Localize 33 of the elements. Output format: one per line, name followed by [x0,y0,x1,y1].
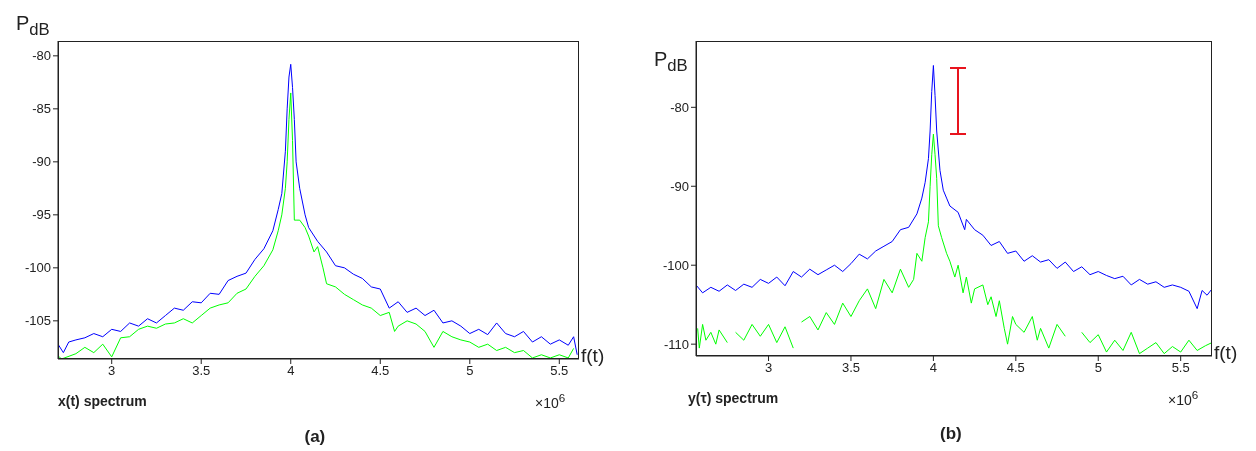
x-tick-label: 3 [764,360,773,376]
x-tick-label: 4.5 [371,363,390,379]
y-tick-label: -105 [24,313,51,329]
x-tick-label: 4 [929,360,938,376]
x-tick-label: 5.5 [1171,360,1190,376]
y-tick-label: -90 [670,178,689,194]
x-tick-label: 5.5 [550,363,569,379]
x-tick-label: 3.5 [192,363,211,379]
text: y(τ) spectrum [688,390,779,406]
y-tick-label: -110 [663,336,689,352]
text: x(t) spectrum [58,393,147,409]
y-tick-label: -95 [32,207,51,223]
x-axis-title: f(t) [581,345,605,367]
x-tick-label: 4.5 [1006,360,1025,376]
y-tick-label: -80 [32,48,51,64]
y-axis-title: P$_{dB}$ [16,12,50,40]
x-tick-label: 3 [108,363,116,379]
line-series [696,64,1212,310]
y-axis-title: P$_{dB}$ [654,48,688,76]
x-tick-label: 5 [1094,360,1102,376]
y-tick-label: -80 [670,99,689,115]
x-axis-title: f(t) [1214,342,1238,364]
text: ×10$^{6}$ [1168,388,1199,408]
x-tick-label: 4 [287,363,295,379]
text: ×10$^{6}$ [535,391,566,411]
x-tick-label: 3.5 [841,360,860,376]
y-tick-label: -90 [32,154,51,170]
x-tick-label: 5 [466,363,474,379]
y-tick-label: -100 [662,257,689,273]
text: (b) [940,424,962,444]
y-tick-label: -85 [32,101,51,117]
text: (a) [304,427,326,447]
y-tick-label: -100 [24,260,51,276]
